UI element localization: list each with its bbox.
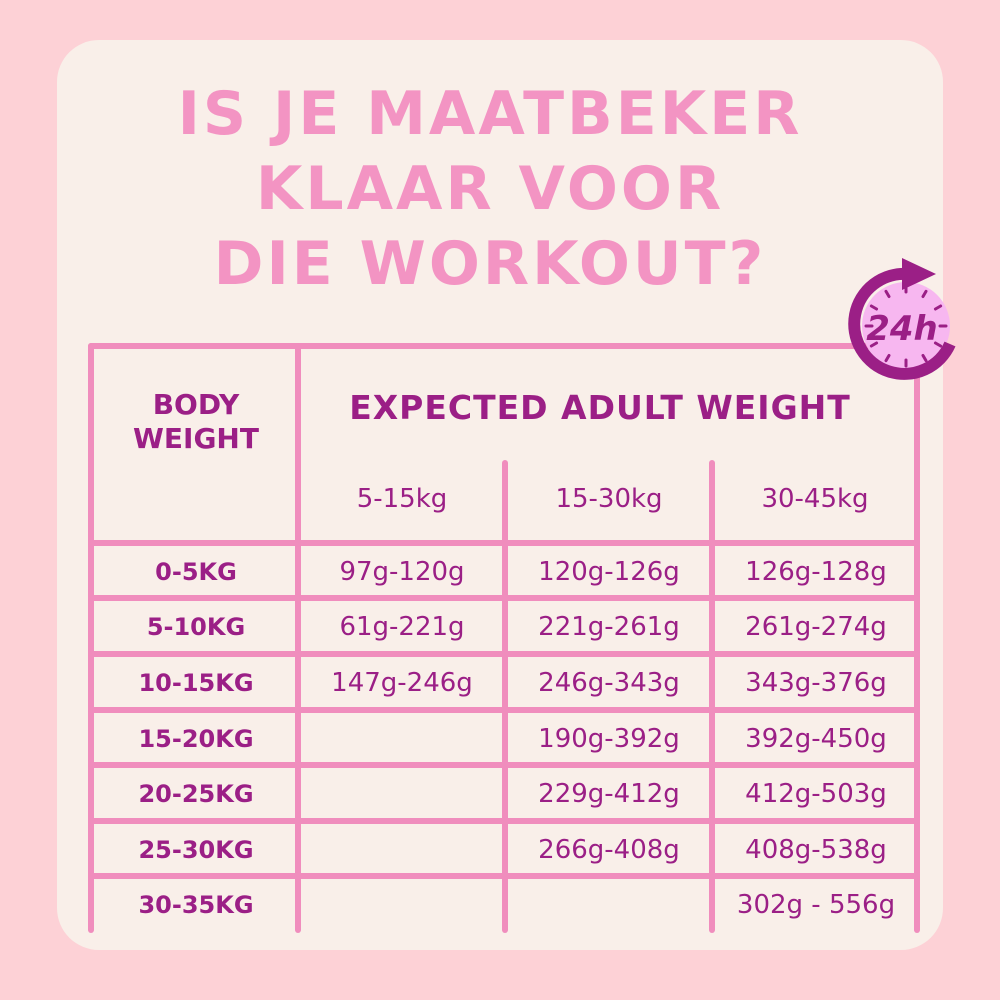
row-label: 15-20KG — [138, 725, 254, 753]
table-border-right — [914, 343, 920, 933]
card — [57, 40, 943, 950]
title-line-1: IS JE MAATBEKER — [177, 79, 803, 149]
table-cell: 190g-392g — [538, 724, 680, 754]
clock-tick — [921, 289, 928, 299]
row-divider — [88, 540, 920, 546]
24h-clock-icon: 24h — [848, 258, 956, 380]
column-divider — [502, 460, 508, 933]
table-cell: 392g-450g — [745, 724, 887, 754]
row-divider — [88, 651, 920, 657]
table-cell: 221g-261g — [538, 612, 680, 642]
row-divider — [88, 595, 920, 601]
clock-tick — [933, 304, 943, 311]
title-line-3: DIE WORKOUT? — [213, 229, 767, 299]
column-header: 5-15kg — [356, 484, 448, 514]
clock-tick — [921, 353, 928, 363]
clock-tick — [933, 341, 943, 348]
table-cell: 343g-376g — [745, 668, 887, 698]
table-cell: 266g-408g — [538, 835, 680, 865]
row-divider — [88, 818, 920, 824]
row-divider — [88, 873, 920, 879]
column-header: 30-45kg — [761, 484, 869, 514]
page-title: IS JE MAATBEKER KLAAR VOOR DIE WORKOUT? — [120, 78, 860, 303]
row-label: 20-25KG — [138, 780, 254, 808]
clock-tick — [884, 289, 891, 299]
table-cell: 302g - 556g — [736, 890, 896, 920]
row-label: 30-35KG — [138, 891, 254, 919]
row-divider — [88, 762, 920, 768]
header-line: BODY — [152, 388, 240, 421]
table-cell: 412g-503g — [745, 779, 887, 809]
table-cell: 229g-412g — [538, 779, 680, 809]
clock-tick — [884, 353, 891, 363]
table-cell: 97g-120g — [339, 557, 465, 587]
body-weight-header: BODY WEIGHT — [96, 388, 296, 456]
table-cell: 246g-343g — [538, 668, 680, 698]
table-cell: 61g-221g — [339, 612, 465, 642]
table-cell: 408g-538g — [745, 835, 887, 865]
table-cell: 120g-126g — [538, 557, 680, 587]
header-line: WEIGHT — [133, 422, 259, 455]
row-divider — [88, 707, 920, 713]
table-cell — [300, 878, 504, 933]
table-cell — [300, 823, 504, 878]
title-line-2: KLAAR VOOR — [255, 154, 725, 224]
table-border-top — [88, 343, 920, 349]
clock-label: 24h — [866, 309, 938, 349]
table-cell — [300, 767, 504, 822]
table-border-left — [88, 343, 94, 933]
row-label: 5-10KG — [146, 613, 246, 641]
expected-adult-weight-header: EXPECTED ADULT WEIGHT — [349, 388, 851, 427]
row-label: 0-5KG — [155, 558, 237, 586]
row-label: 25-30KG — [138, 836, 254, 864]
table-cell: 126g-128g — [745, 557, 887, 587]
column-header: 15-30kg — [555, 484, 663, 514]
column-divider — [709, 460, 715, 933]
clock-tick — [869, 341, 879, 348]
clock-tick — [869, 304, 879, 311]
row-label: 10-15KG — [138, 669, 254, 697]
table-cell — [507, 878, 711, 933]
column-divider — [295, 343, 301, 933]
table-cell: 261g-274g — [745, 612, 887, 642]
table-cell: 147g-246g — [331, 668, 473, 698]
table-cell — [300, 712, 504, 767]
